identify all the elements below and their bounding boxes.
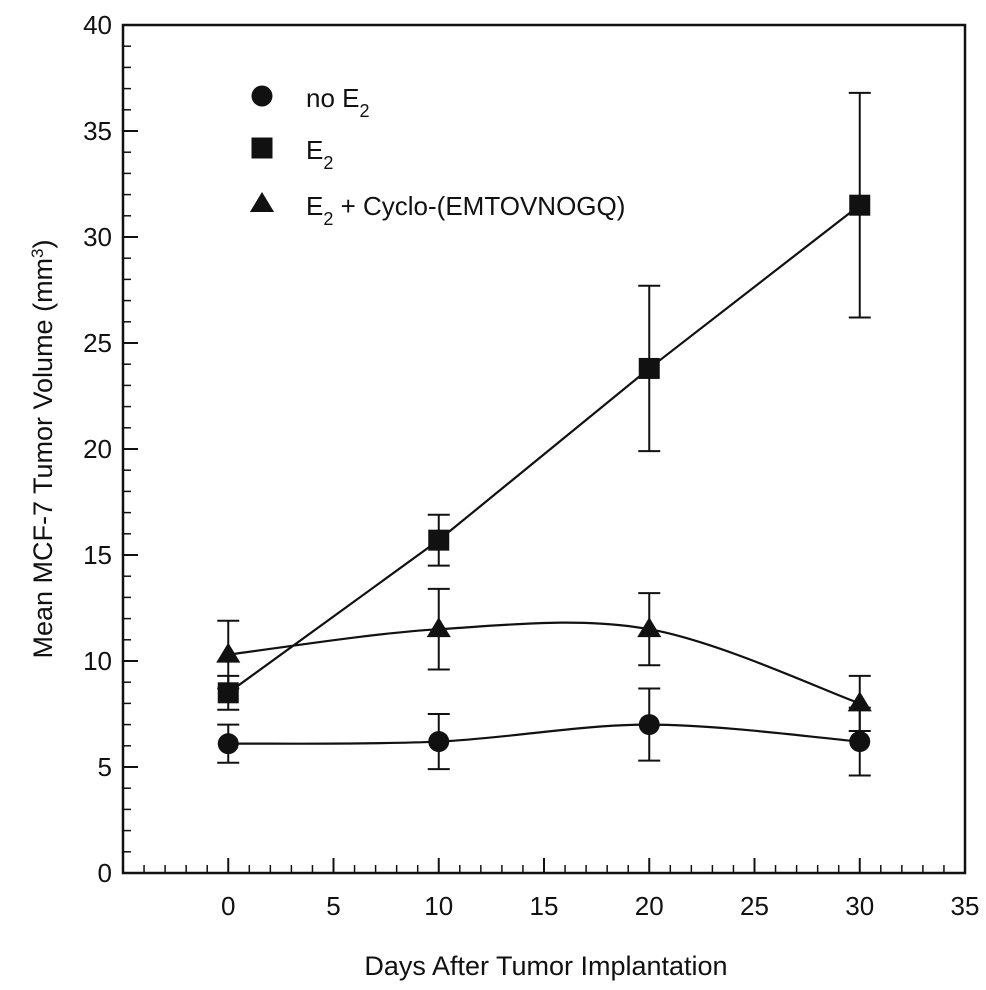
y-axis-title-sup: 3 [28,248,47,257]
data-point [428,731,450,753]
legend-marker [249,192,275,212]
series-line [227,204,861,694]
plot-frame [121,23,967,875]
data-point [217,733,239,755]
y-tick-label: 30 [83,222,112,252]
minor-ticks [122,45,945,873]
legend-marker [251,137,273,159]
major-ticks [123,24,966,874]
x-tick-label: 5 [326,891,340,921]
data-point [428,529,450,551]
legend-label-rest: + Cyclo-(EMTOVNOGQ) [333,191,625,221]
legend-item: E2 + Cyclo-(EMTOVNOGQ) [249,191,625,229]
legend-item: E2 [251,135,333,173]
y-tick-label: 35 [83,116,112,146]
legend-label-base: E [306,135,323,165]
legend-label-sub: 2 [323,153,333,173]
legend-label-base: no E [306,83,360,113]
data-point [217,682,239,704]
legend-label: E2 [306,135,333,173]
series-circle [217,687,871,777]
x-tick-label: 15 [530,891,559,921]
y-tick-label: 25 [83,328,112,358]
y-axis-title-end: ) [28,239,58,248]
x-tick-label: 10 [424,891,453,921]
data-point [849,731,871,753]
x-tick-label: 35 [951,891,980,921]
data-point [426,617,451,638]
y-tick-label: 20 [83,434,112,464]
y-tick-label: 15 [83,540,112,570]
legend-label-sub: 2 [323,209,333,229]
x-tick-label: 20 [635,891,664,921]
data-point [216,642,241,663]
series-line [228,723,860,745]
x-tick-label: 25 [740,891,769,921]
legend-label: no E2 [306,83,370,121]
x-axis-title: Days After Tumor Implantation [364,951,727,981]
y-tick-label: 5 [98,752,112,782]
data-point [849,194,871,216]
data-point [638,357,660,379]
legend-item: no E2 [251,83,370,121]
tick-labels: 0 5 10 15 20 25 30 35 0 5 10 15 20 25 30 35 40 [83,10,979,921]
y-axis-title: Mean MCF-7 Tumor Volume (mm3) [28,239,59,658]
data-point [847,691,872,712]
x-tick-label: 0 [221,891,235,921]
legend-label-base: E [306,191,323,221]
legend-marker [251,85,273,107]
series-triangle [216,587,872,732]
x-tick-label: 30 [845,891,874,921]
series-square [217,91,871,711]
y-tick-label: 40 [83,10,112,40]
y-tick-label: 0 [98,858,112,888]
y-axis-title-main: Mean MCF-7 Tumor Volume (mm [28,258,58,659]
legend-label: E2 + Cyclo-(EMTOVNOGQ) [306,191,625,229]
series-line [228,621,861,705]
y-tick-label: 10 [83,646,112,676]
legend-label-sub: 2 [360,101,370,121]
data-point [638,714,660,736]
series-layer [216,91,872,777]
data-point [637,617,662,638]
